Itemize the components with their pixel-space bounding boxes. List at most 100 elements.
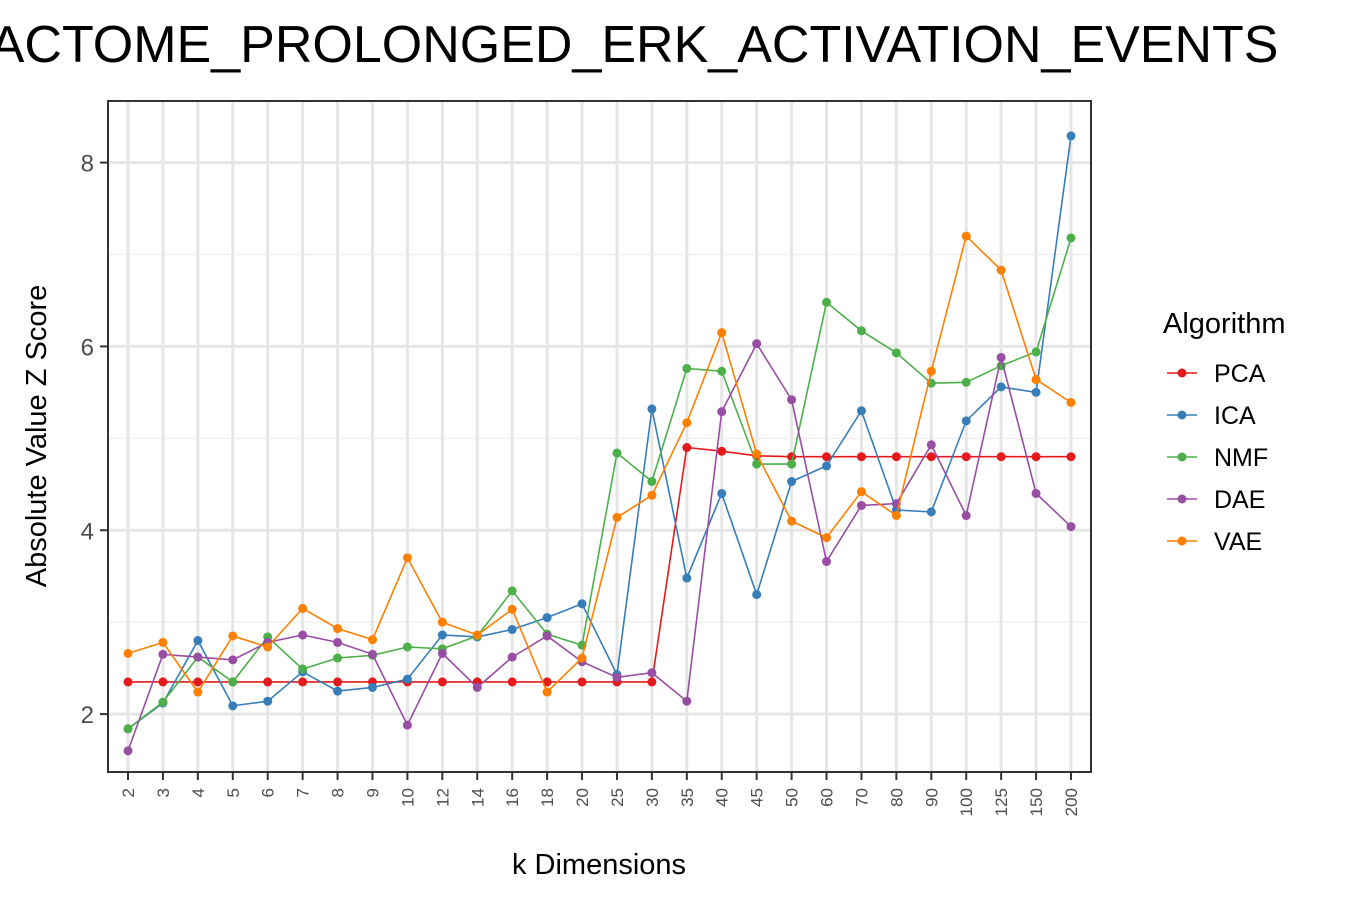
data-point — [367, 635, 377, 645]
legend-key-point — [1177, 368, 1187, 378]
legend-item-vae: VAE — [1167, 528, 1262, 556]
series-line — [127, 237, 1072, 730]
data-point — [507, 677, 517, 687]
data-point — [437, 677, 447, 687]
data-point — [333, 637, 343, 647]
x-tick-label: 7 — [294, 788, 313, 797]
legend-key-point — [1177, 452, 1187, 462]
data-point — [961, 377, 971, 387]
data-point — [822, 533, 832, 543]
data-point — [822, 461, 832, 471]
grid-minor — [108, 253, 1091, 623]
data-point — [612, 448, 622, 458]
data-point — [961, 452, 971, 462]
data-point — [193, 636, 203, 646]
data-point — [682, 573, 692, 583]
data-point — [123, 724, 133, 734]
data-point — [752, 339, 762, 349]
data-point — [123, 677, 133, 687]
data-point — [158, 637, 168, 647]
y-tick-label: 8 — [81, 151, 94, 178]
grid-major — [108, 101, 1091, 772]
data-point — [1031, 452, 1041, 462]
data-point — [228, 677, 238, 687]
data-point — [926, 452, 936, 462]
legend: Algorithm PCA ICA NMF DAE VAE — [1163, 308, 1286, 556]
data-point — [647, 404, 657, 414]
data-point — [472, 682, 482, 692]
data-point — [542, 687, 552, 697]
legend-key-point — [1177, 494, 1187, 504]
data-point — [717, 407, 727, 417]
x-tick-label: 70 — [852, 788, 871, 807]
data-point — [158, 697, 168, 707]
series-dae — [123, 339, 1076, 756]
data-point — [158, 649, 168, 659]
x-tick-label: 30 — [643, 788, 662, 807]
data-point — [507, 604, 517, 614]
data-point — [856, 500, 866, 510]
plot-panel — [107, 100, 1092, 773]
x-tick-label: 25 — [608, 788, 627, 807]
x-tick-label: 9 — [363, 788, 382, 797]
data-point — [717, 446, 727, 456]
data-point — [402, 720, 412, 730]
data-point — [1031, 488, 1041, 498]
x-tick-label: 6 — [259, 788, 278, 797]
data-point — [612, 672, 622, 682]
data-point — [647, 668, 657, 678]
series-layer — [123, 131, 1076, 756]
legend-label: NMF — [1214, 444, 1268, 472]
x-tick-label: 100 — [957, 788, 976, 816]
data-point — [717, 366, 727, 376]
legend-item-pca: PCA — [1167, 360, 1266, 388]
data-point — [193, 687, 203, 697]
data-point — [263, 677, 273, 687]
x-tick-label: 8 — [329, 788, 348, 797]
y-tick-label: 4 — [81, 518, 94, 545]
data-point — [682, 418, 692, 428]
data-point — [926, 507, 936, 517]
data-point — [856, 487, 866, 497]
data-point — [542, 677, 552, 687]
data-point — [787, 516, 797, 526]
data-point — [298, 630, 308, 640]
data-point — [333, 686, 343, 696]
data-point — [228, 701, 238, 711]
data-point — [367, 682, 377, 692]
legend-items: PCA ICA NMF DAE VAE — [1167, 360, 1268, 556]
data-point — [682, 363, 692, 373]
data-point — [822, 452, 832, 462]
data-point — [1031, 347, 1041, 357]
x-tick-label: 60 — [818, 788, 837, 807]
data-point — [996, 352, 1006, 362]
data-point — [647, 490, 657, 500]
legend-key-point — [1177, 410, 1187, 420]
data-point — [787, 459, 797, 469]
data-point — [437, 630, 447, 640]
data-point — [577, 677, 587, 687]
data-point — [298, 677, 308, 687]
data-point — [333, 624, 343, 634]
data-point — [717, 328, 727, 338]
x-tick-label: 14 — [468, 788, 487, 807]
legend-title: Algorithm — [1163, 308, 1286, 340]
data-point — [333, 653, 343, 663]
legend-item-ica: ICA — [1167, 402, 1256, 430]
data-point — [193, 652, 203, 662]
data-point — [647, 677, 657, 687]
x-tick-label: 18 — [538, 788, 557, 807]
x-tick-label: 5 — [224, 788, 243, 797]
data-point — [1066, 131, 1076, 141]
legend-item-nmf: NMF — [1167, 444, 1268, 472]
data-point — [402, 674, 412, 684]
data-point — [891, 511, 901, 521]
data-point — [752, 449, 762, 459]
x-tick-label: 45 — [748, 788, 767, 807]
data-point — [542, 613, 552, 623]
x-tick-label: 90 — [922, 788, 941, 807]
data-point — [263, 696, 273, 706]
data-point — [298, 603, 308, 613]
legend-label: DAE — [1214, 486, 1265, 514]
data-point — [926, 366, 936, 376]
